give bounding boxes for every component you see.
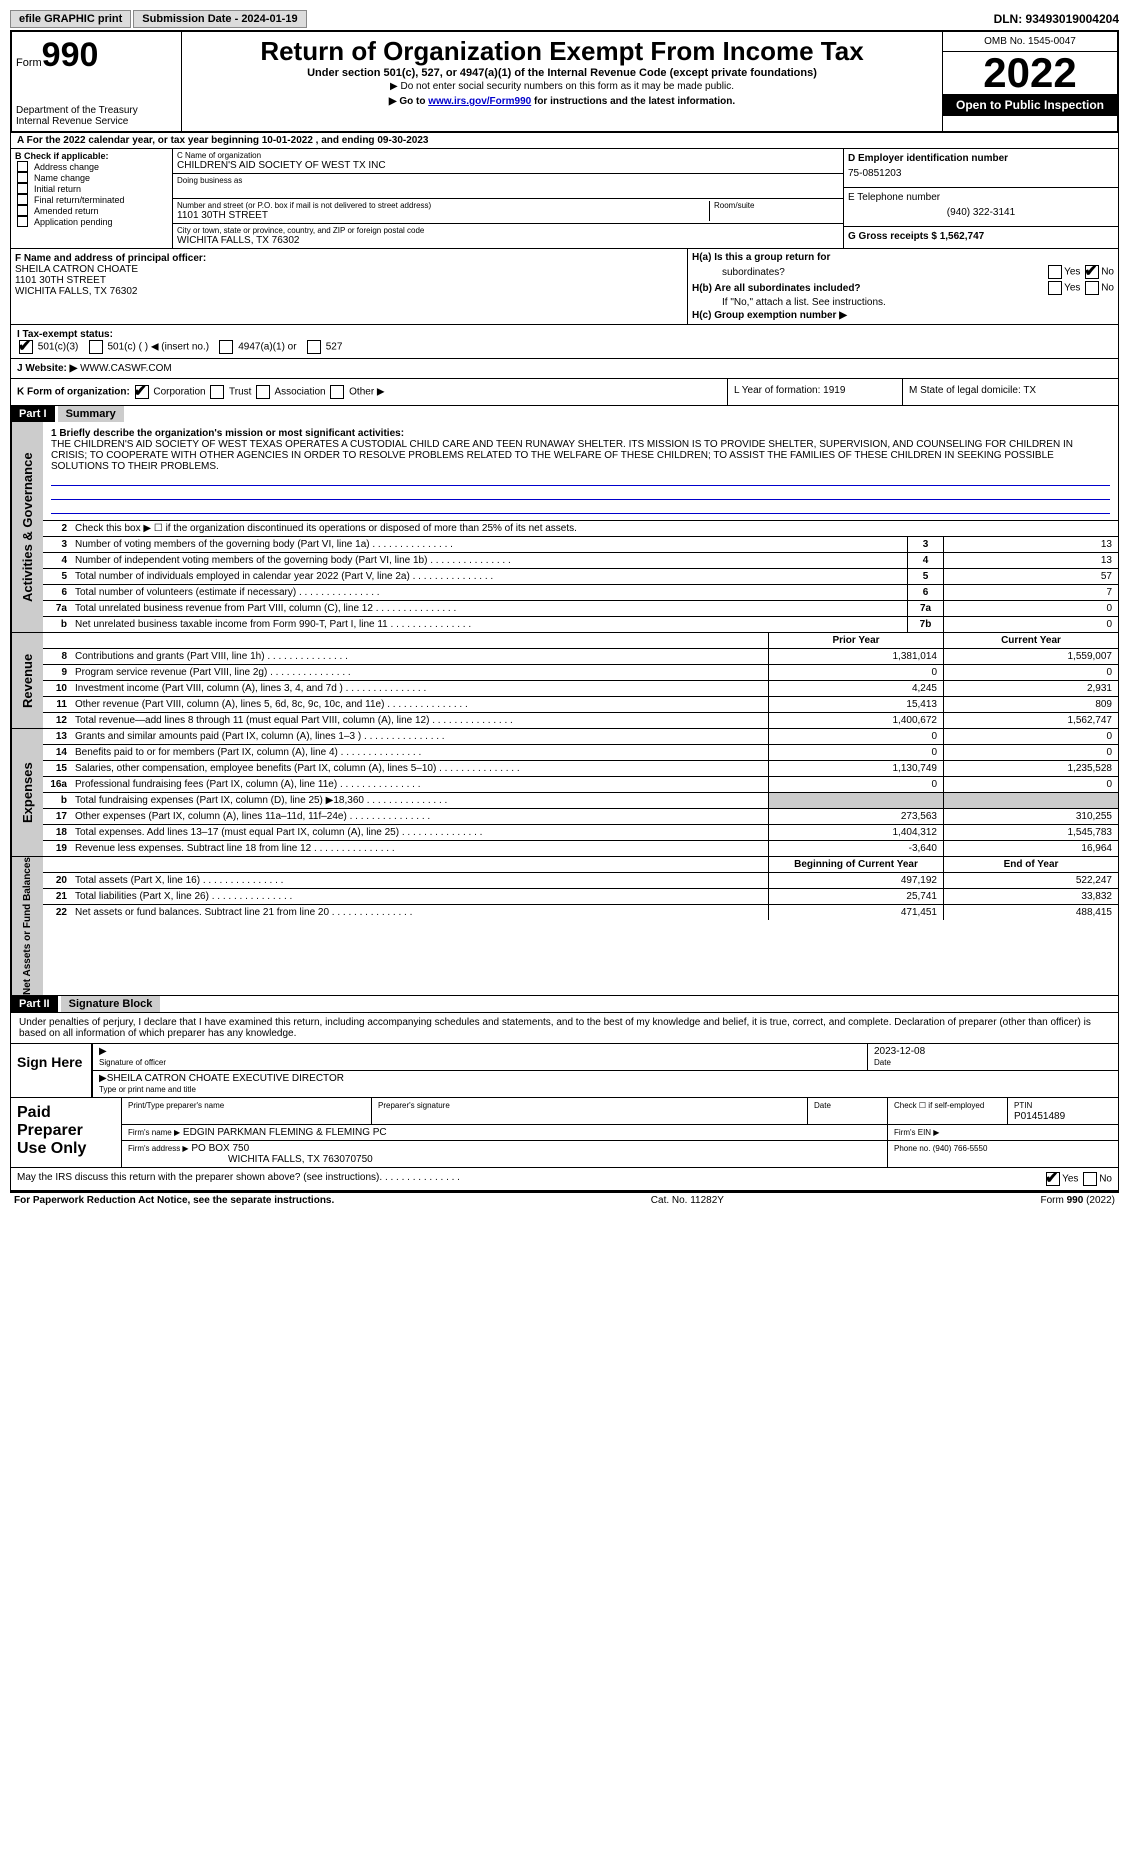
table-row: 13Grants and similar amounts paid (Part … [43,729,1118,745]
table-row: 19Revenue less expenses. Subtract line 1… [43,841,1118,856]
table-row: 9Program service revenue (Part VIII, lin… [43,665,1118,681]
form-title-block: Return of Organization Exempt From Incom… [182,32,942,131]
col-c-org-info: C Name of organizationCHILDREN'S AID SOC… [173,149,843,248]
dln-text: DLN: 93493019004204 [994,12,1119,26]
amended-return-checkbox[interactable] [17,205,28,216]
col-f-officer: F Name and address of principal officer:… [11,249,688,324]
table-row: 14Benefits paid to or for members (Part … [43,745,1118,761]
revenue-tab: Revenue [11,633,43,728]
row-a-tax-year: A For the 2022 calendar year, or tax yea… [10,133,1119,149]
table-row: 20Total assets (Part X, line 16) 497,192… [43,873,1118,889]
yes-checkbox[interactable] [1048,265,1062,279]
form-title: Return of Organization Exempt From Incom… [186,36,938,67]
year-formation: L Year of formation: 1919 [727,379,902,405]
row-i-tax-exempt: I Tax-exempt status: 501(c)(3) 501(c) ( … [17,329,1112,354]
submission-date-button[interactable]: Submission Date - 2024-01-19 [133,10,306,28]
initial-return-checkbox[interactable] [17,183,28,194]
expenses-tab: Expenses [11,729,43,856]
row-k-org-form: K Form of organization: Corporation Trus… [10,379,1119,406]
row-j-website: J Website: ▶ WWW.CASWF.COM [17,363,1112,374]
part1-title: Summary [58,406,124,422]
no-checkbox[interactable] [1085,265,1099,279]
activities-tab: Activities & Governance [11,422,43,632]
state-domicile: M State of legal domicile: TX [902,379,1112,405]
form-id-block: Form990 Department of the Treasury Inter… [12,32,182,131]
part1-head: Part I [11,406,55,422]
table-row: 17Other expenses (Part IX, column (A), l… [43,809,1118,825]
table-row: 16aProfessional fundraising fees (Part I… [43,777,1118,793]
col-h-group: H(a) Is this a group return for subordin… [688,249,1118,324]
table-row: 18Total expenses. Add lines 13–17 (must … [43,825,1118,841]
efile-button[interactable]: efile GRAPHIC print [10,10,131,28]
table-row: 12Total revenue—add lines 8 through 11 (… [43,713,1118,728]
footer: For Paperwork Reduction Act Notice, see … [10,1191,1119,1208]
part2-title: Signature Block [61,996,161,1012]
mission-text: THE CHILDREN'S AID SOCIETY OF WEST TEXAS… [51,439,1073,472]
table-row: bTotal fundraising expenses (Part IX, co… [43,793,1118,809]
sign-here-label: Sign Here [11,1044,91,1097]
table-row: 22Net assets or fund balances. Subtract … [43,905,1118,920]
part2-head: Part II [11,996,58,1012]
table-row: 21Total liabilities (Part X, line 26) 25… [43,889,1118,905]
table-row: 6Total number of volunteers (estimate if… [43,585,1118,601]
table-row: 11Other revenue (Part VIII, column (A), … [43,697,1118,713]
may-discuss-row: May the IRS discuss this return with the… [11,1167,1118,1190]
penalty-text: Under penalties of perjury, I declare th… [11,1013,1118,1043]
table-row: 5Total number of individuals employed in… [43,569,1118,585]
form-year-block: OMB No. 1545-0047 2022 Open to Public In… [942,32,1117,131]
col-d-contact: D Employer identification number75-08512… [843,149,1118,248]
irs-link[interactable]: www.irs.gov/Form990 [428,96,531,107]
col-b-checkboxes: B Check if applicable: Address change Na… [11,149,173,248]
paid-preparer-label: Paid Preparer Use Only [11,1098,121,1167]
final-return-checkbox[interactable] [17,194,28,205]
table-row: bNet unrelated business taxable income f… [43,617,1118,632]
net-assets-tab: Net Assets or Fund Balances [11,857,43,995]
table-row: 7aTotal unrelated business revenue from … [43,601,1118,617]
table-row: 8Contributions and grants (Part VIII, li… [43,649,1118,665]
table-row: 10Investment income (Part VIII, column (… [43,681,1118,697]
name-change-checkbox[interactable] [17,172,28,183]
table-row: 4Number of independent voting members of… [43,553,1118,569]
address-change-checkbox[interactable] [17,161,28,172]
application-pending-checkbox[interactable] [17,216,28,227]
table-row: 15Salaries, other compensation, employee… [43,761,1118,777]
table-row: 3Number of voting members of the governi… [43,537,1118,553]
